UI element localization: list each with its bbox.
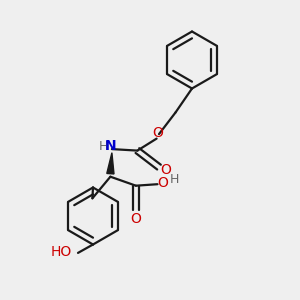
Polygon shape bbox=[107, 153, 114, 174]
Text: O: O bbox=[160, 163, 171, 177]
Text: N: N bbox=[105, 139, 116, 153]
Text: H: H bbox=[170, 173, 180, 186]
Text: HO: HO bbox=[51, 245, 72, 259]
Text: O: O bbox=[158, 176, 168, 190]
Text: O: O bbox=[152, 126, 163, 140]
Text: H: H bbox=[99, 140, 108, 153]
Text: O: O bbox=[130, 212, 141, 226]
